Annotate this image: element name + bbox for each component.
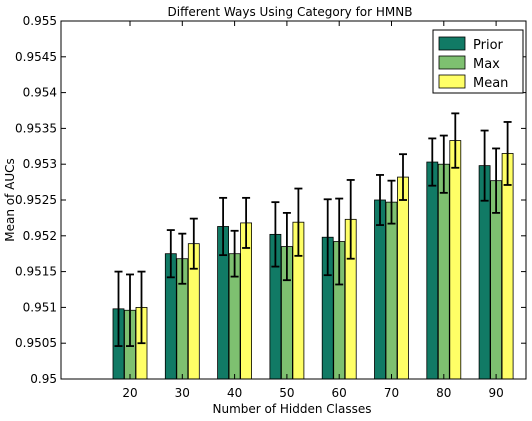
y-tick-label: 0.954: [23, 86, 57, 100]
legend-label-max: Max: [473, 57, 500, 72]
x-tick-label-60: 60: [332, 386, 347, 400]
y-tick-label: 0.9515: [15, 265, 57, 279]
error-bars-layer: [114, 112, 512, 347]
legend-swatch-mean: [438, 74, 466, 89]
y-tick-label: 0.952: [23, 229, 57, 243]
x-tick-label-40: 40: [227, 386, 242, 400]
legend-swatch-max: [438, 55, 466, 70]
y-tick-label: 0.9545: [15, 50, 57, 64]
bar-prior-70: [374, 199, 386, 380]
legend-label-prior: Prior: [473, 38, 504, 53]
y-tick-label: 0.9525: [15, 193, 57, 207]
x-tick-label-90: 90: [488, 386, 503, 400]
bars-layer: [112, 140, 514, 380]
x-tick-label-30: 30: [175, 386, 190, 400]
y-tick-label: 0.95: [30, 372, 57, 386]
x-tick-label-80: 80: [436, 386, 451, 400]
x-tick-label-50: 50: [279, 386, 294, 400]
x-axis-title: Number of Hidden Classes: [213, 402, 372, 416]
bar-mean-80: [449, 140, 462, 380]
y-tick-label: 0.953: [23, 157, 57, 171]
y-axis: 0.95 0.9505 0.951 0.9515 0.952 0.9525 0.953 0.9…: [15, 14, 526, 386]
x-axis: 20 30 40 50 60 70 80 90: [122, 21, 504, 400]
y-tick-label: 0.9535: [15, 121, 57, 135]
bar-max-70: [385, 201, 398, 380]
y-axis-title: Mean of AUCs: [3, 158, 17, 242]
legend-swatch-prior: [438, 36, 466, 51]
chart-title: Different Ways Using Category for HMNB: [168, 5, 413, 19]
bar-max-80: [437, 163, 450, 380]
y-tick-label: 0.951: [23, 300, 57, 314]
y-tick-label: 0.9505: [15, 336, 57, 350]
y-tick-label: 0.955: [23, 14, 57, 28]
bar-prior-80: [426, 161, 439, 380]
legend-label-mean: Mean: [473, 76, 508, 91]
x-tick-label-70: 70: [384, 386, 399, 400]
bar-mean-70: [397, 176, 409, 380]
bar-mean-90: [501, 153, 514, 380]
legend: Prior Max Mean: [432, 29, 524, 94]
x-tick-label-20: 20: [122, 386, 137, 400]
